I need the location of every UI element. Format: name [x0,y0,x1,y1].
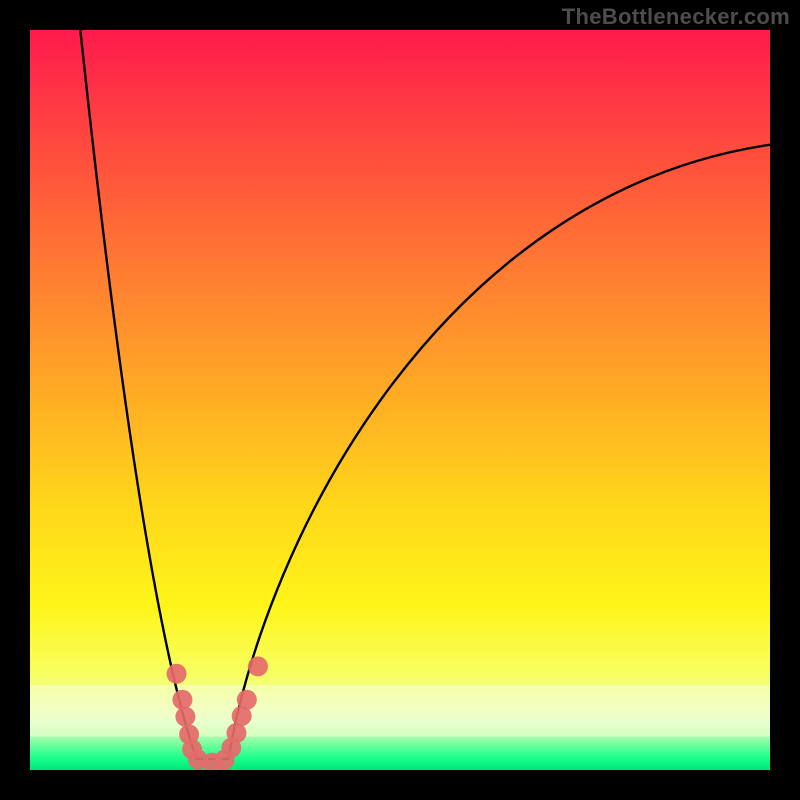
watermark-text: TheBottlenecker.com [562,4,790,30]
frame-right [770,0,800,800]
data-marker [226,723,246,743]
data-marker [175,707,195,727]
gradient-background [30,30,770,770]
data-marker [237,690,257,710]
pale-band [30,685,770,737]
data-marker [172,690,192,710]
data-marker [167,664,187,684]
data-marker [248,656,268,676]
frame-bottom [0,770,800,800]
chart-canvas [0,0,800,800]
frame-left [0,0,30,800]
